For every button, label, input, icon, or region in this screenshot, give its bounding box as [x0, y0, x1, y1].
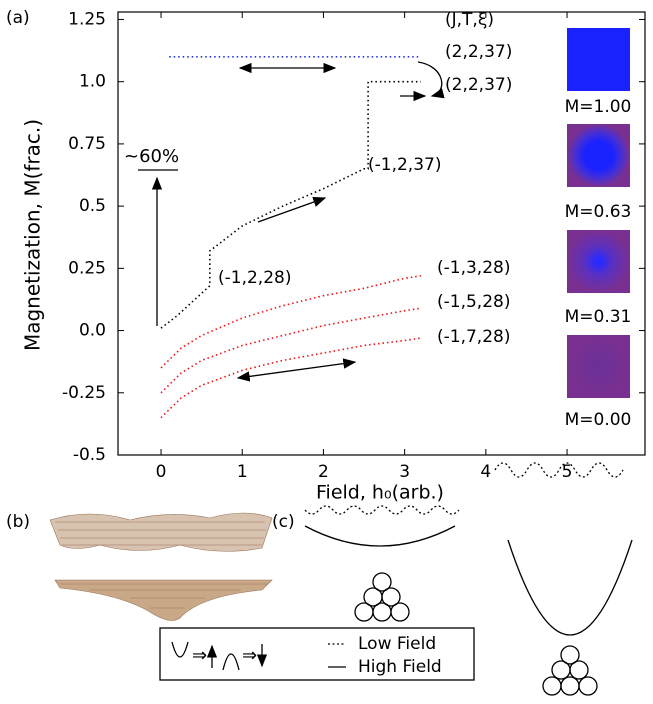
annotation: (-1,2,37) — [368, 155, 441, 175]
legend: ⇒ ⇒ Low Field High Field — [159, 627, 475, 681]
y-tick-label: 0.5 — [79, 196, 106, 216]
legend-symbol: ⇒ — [242, 645, 257, 666]
series-line — [160, 275, 422, 369]
y-tick-label: 1.25 — [68, 9, 106, 29]
inset-image — [567, 230, 630, 293]
mesh-surface — [49, 512, 273, 621]
y-tick-label: 0.25 — [68, 258, 106, 278]
y-tick-label: 0.75 — [68, 134, 106, 154]
series-line — [160, 337, 422, 419]
annotation: (2,2,37) — [445, 42, 512, 62]
annotation: (-1,3,28) — [437, 258, 510, 278]
inset-label: M=0.00 — [565, 410, 632, 430]
panel-label: (a) — [6, 8, 30, 28]
legend-label: High Field — [358, 657, 442, 677]
y-axis-label: Magnetization, M(frac.) — [21, 119, 45, 351]
annotation: (-1,5,28) — [437, 292, 510, 312]
panel-label: (c) — [272, 512, 295, 532]
series-line — [160, 80, 421, 329]
x-tick-label: 4 — [480, 462, 491, 482]
inset-image — [567, 335, 630, 398]
annotation: (-1,2,28) — [218, 268, 291, 288]
plot-frame — [117, 11, 646, 456]
y-tick-label: -0.5 — [73, 445, 106, 465]
arrows — [138, 61, 445, 382]
x-tick-label: 1 — [237, 462, 248, 482]
inset-image — [567, 28, 630, 91]
annotation: (J,T,ξ) — [445, 10, 494, 30]
y-tick-label: -0.25 — [62, 383, 106, 403]
plot-area: -0.5 -0.25 0.0 0.25 0.5 0.75 1.0 1.25 0 1 2 3 4 5 — [62, 9, 645, 482]
x-tick-label: 0 — [156, 462, 167, 482]
x-tick-label: 2 — [318, 462, 329, 482]
y-tick-label: 0.0 — [79, 321, 106, 341]
x-tick-label: 3 — [399, 462, 410, 482]
annotation: (2,2,37) — [445, 75, 512, 95]
x-tick-label: 5 — [562, 462, 573, 482]
annotation: ~60% — [124, 146, 179, 167]
inset-label: M=1.00 — [565, 97, 632, 117]
series-line — [160, 307, 422, 394]
inset-label: M=0.31 — [565, 307, 632, 327]
x-axis-label: Field, h₀(arb.) — [316, 482, 444, 504]
inset-label: M=0.63 — [565, 202, 632, 222]
legend-label: Low Field — [358, 634, 436, 654]
y-tick-label: 1.0 — [79, 72, 106, 92]
inset-image — [567, 124, 630, 187]
panel-label: (b) — [6, 512, 30, 532]
potential-sketches — [304, 462, 633, 696]
annotation: (-1,7,28) — [437, 327, 510, 347]
legend-symbol: ⇒ — [192, 645, 207, 666]
